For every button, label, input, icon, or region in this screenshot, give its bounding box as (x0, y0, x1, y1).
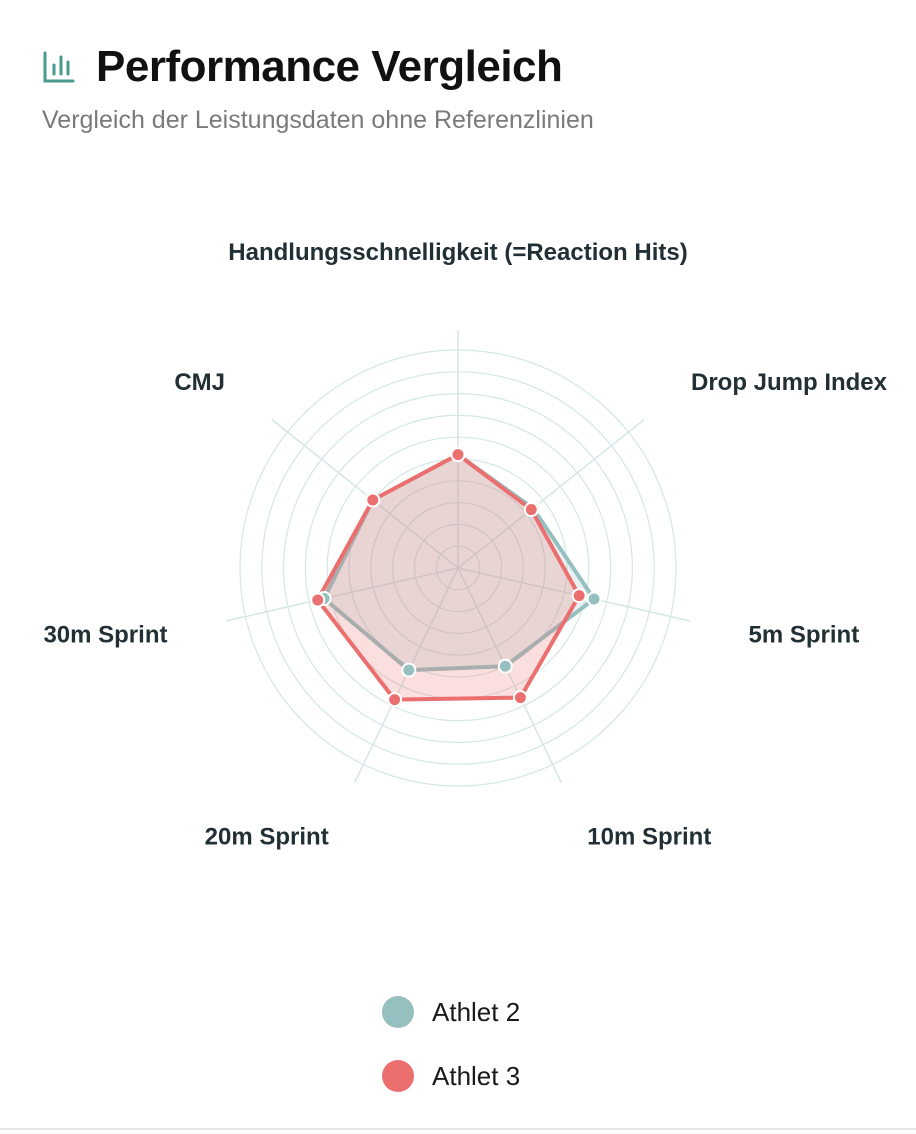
data-point-athlet-3[interactable] (450, 447, 466, 463)
radar-axis-labels: Handlungsschnelligkeit (=Reaction Hits) D… (43, 239, 887, 850)
grid-spoke (271, 419, 459, 569)
data-point-athlet-2[interactable] (586, 591, 602, 607)
axis-label: Handlungsschnelligkeit (=Reaction Hits) (228, 239, 687, 266)
data-point-athlet-3[interactable] (512, 690, 528, 706)
data-point-athlet-3[interactable] (571, 588, 587, 604)
legend-label: Athlet 3 (432, 1060, 521, 1091)
legend-item-athlet-2[interactable]: Athlet 2 (382, 980, 520, 1044)
axis-label: CMJ (174, 369, 225, 396)
legend-swatch-athlet-2 (382, 996, 414, 1028)
grid-spoke (457, 419, 645, 569)
page-subtitle: Vergleich der Leistungsdaten ohne Refere… (42, 106, 594, 134)
legend-label: Athlet 2 (432, 996, 521, 1027)
axis-label: 30m Sprint (43, 621, 167, 648)
legend-item-athlet-3[interactable]: Athlet 3 (382, 1044, 520, 1108)
data-point-athlet-3[interactable] (365, 492, 381, 508)
data-point-athlet-3[interactable] (310, 592, 326, 608)
axis-label: Drop Jump Index (691, 369, 888, 396)
card-header: Performance Vergleich (42, 42, 563, 92)
axis-label: 5m Sprint (749, 621, 860, 648)
radar-series (310, 447, 602, 708)
page-title: Performance Vergleich (96, 42, 563, 91)
grid-spoke (457, 567, 562, 783)
axis-label: 20m Sprint (205, 823, 329, 850)
data-point-athlet-3[interactable] (387, 692, 403, 708)
radar-chart: Handlungsschnelligkeit (=Reaction Hits) D… (43, 239, 887, 850)
series-area-athlet-3 (315, 452, 582, 702)
data-point-athlet-2[interactable] (401, 662, 417, 678)
data-point-athlet-3[interactable] (523, 502, 539, 518)
chart-legend: Athlet 2 Athlet 3 (382, 980, 520, 1108)
bar-chart-icon (43, 51, 75, 83)
data-point-athlet-2[interactable] (497, 658, 513, 674)
legend-swatch-athlet-3 (382, 1060, 414, 1092)
grid-spoke (225, 567, 459, 622)
axis-label: 10m Sprint (587, 823, 711, 850)
radar-grid (225, 330, 691, 787)
